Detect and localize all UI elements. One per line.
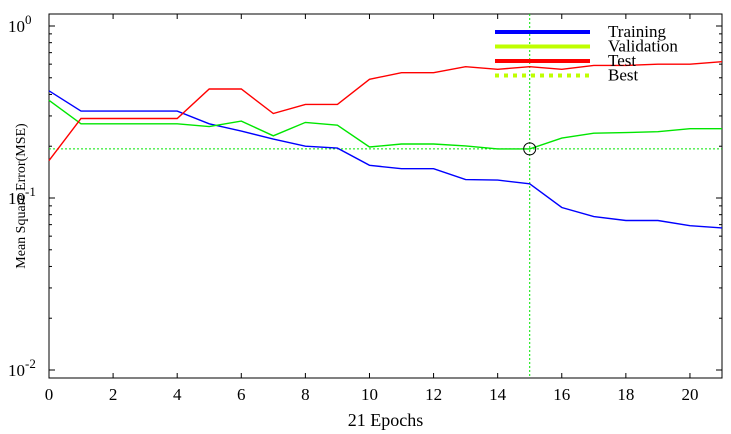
x-tick-label: 4 (173, 385, 182, 404)
best-marker (523, 142, 537, 156)
series-line-test (48, 61, 723, 162)
plot-frame (48, 13, 723, 379)
legend-label-validation: Validation (608, 37, 678, 56)
x-tick-label: 14 (489, 385, 507, 404)
x-tick-label: 16 (553, 385, 570, 404)
x-tick-label: 20 (681, 385, 698, 404)
x-axis-label: 21 Epochs (348, 410, 424, 430)
x-tick-label: 10 (361, 385, 378, 404)
y-axis-label: Mean Square Error(MSE) (14, 123, 29, 269)
plot-layer: 0 2 4 6 8 10 12 14 16 18 20 100 10-1 10-2 21 Epochs Mea… (8, 12, 723, 430)
x-tick-label: 0 (45, 385, 54, 404)
y-tick-label: 10-1 (8, 184, 36, 208)
x-tick-label: 2 (109, 385, 118, 404)
y-tick-label: 10-2 (8, 356, 36, 380)
legend-label-best: Best (608, 66, 639, 85)
x-tick-label: 12 (425, 385, 442, 404)
x-tick-label: 6 (237, 385, 246, 404)
x-tick-label: 8 (301, 385, 310, 404)
legend-label-training: Training (608, 22, 666, 41)
legend-label-test: Test (608, 51, 636, 70)
x-tick-label: 18 (617, 385, 634, 404)
series-line-training (48, 90, 723, 229)
y-tick-label: 100 (8, 12, 32, 36)
series-line-validation (48, 99, 722, 150)
